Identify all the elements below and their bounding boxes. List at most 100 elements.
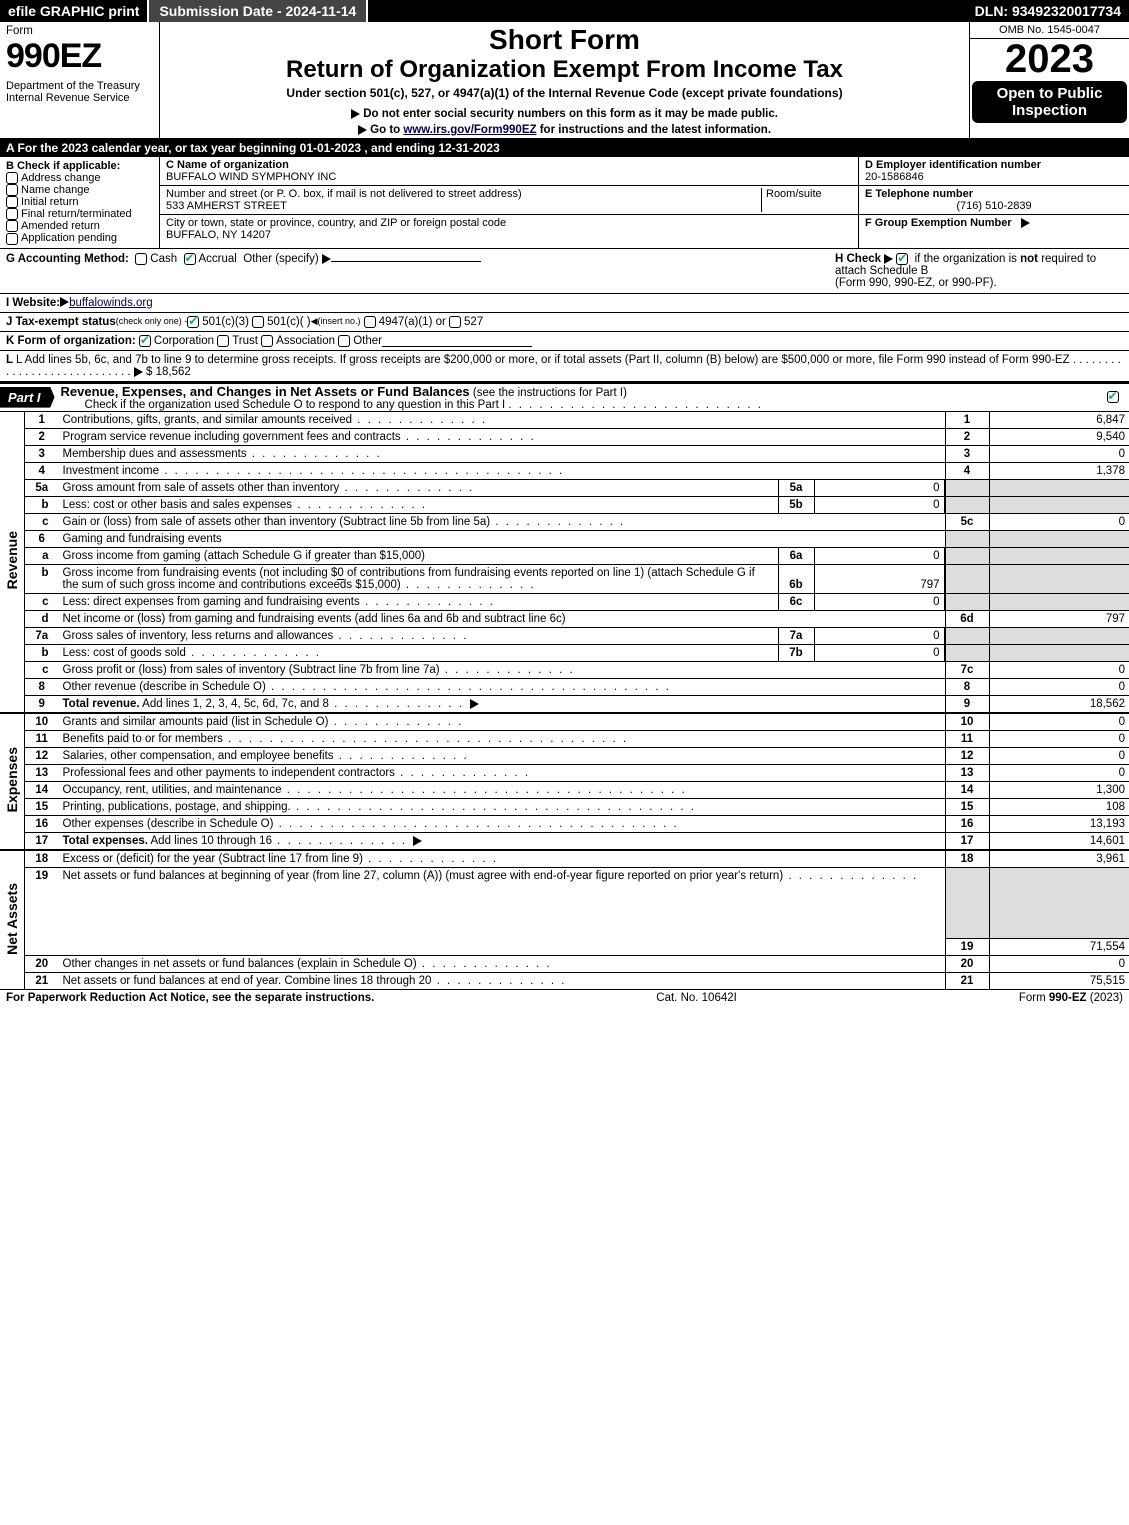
form-word: Form: [6, 25, 153, 37]
checkbox-icon[interactable]: [6, 196, 18, 208]
line-8: 8Other revenue (describe in Schedule O)8…: [0, 678, 1129, 695]
city-val: BUFFALO, NY 14207: [166, 229, 271, 241]
line-7b: b Less: cost of goods sold 7b 0: [0, 644, 1129, 661]
line-7c: cGross profit or (loss) from sales of in…: [0, 661, 1129, 678]
e-label: E Telephone number: [865, 188, 973, 200]
ein: 20-1586846: [865, 171, 924, 183]
row-bcdef: B Check if applicable: Address change Na…: [0, 157, 1129, 249]
line-2: 2Program service revenue including gover…: [0, 428, 1129, 445]
b-application-pending[interactable]: Application pending: [6, 232, 153, 244]
line-6b: b Gross income from fundraising events (…: [0, 564, 1129, 593]
net-assets-side-label: Net Assets: [4, 853, 20, 985]
k-assoc-checkbox[interactable]: [261, 335, 273, 347]
line-21: 21Net assets or fund balances at end of …: [0, 973, 1129, 990]
k-trust: Trust: [232, 335, 258, 347]
line-7a: 7a Gross sales of inventory, less return…: [0, 627, 1129, 644]
form-header: Form 990EZ Department of the Treasury In…: [0, 22, 1129, 139]
row-k: K Form of organization: Corporation Trus…: [0, 332, 1129, 351]
k-corp: Corporation: [154, 335, 214, 347]
room-suite-lbl: Room/suite: [762, 188, 852, 212]
part-1-label: Part I: [0, 387, 55, 408]
line-15: 15Printing, publications, postage, and s…: [0, 798, 1129, 815]
j-527-checkbox[interactable]: [449, 316, 461, 328]
j-527: 527: [464, 316, 483, 328]
j-501c3-checkbox[interactable]: [187, 316, 199, 328]
efile-print[interactable]: efile GRAPHIC print: [0, 0, 147, 22]
section-a: A For the 2023 calendar year, or tax yea…: [0, 139, 1129, 157]
g-accrual-checkbox[interactable]: [184, 253, 196, 265]
j-4947-checkbox[interactable]: [364, 316, 376, 328]
city-lbl: City or town, state or province, country…: [166, 217, 506, 229]
k-assoc: Association: [276, 335, 335, 347]
b-amended-return[interactable]: Amended return: [6, 220, 153, 232]
part1-schedO-checkbox[interactable]: [1107, 391, 1119, 403]
open-to-public-badge: Open to Public Inspection: [972, 81, 1127, 123]
k-trust-checkbox[interactable]: [217, 335, 229, 347]
form-ref: Form 990-EZ (2023): [1019, 992, 1123, 1004]
line-5c: cGain or (loss) from sale of assets othe…: [0, 513, 1129, 530]
line-18: Net Assets 18Excess or (deficit) for the…: [0, 850, 1129, 868]
revenue-side-label: Revenue: [4, 501, 20, 619]
col-def: D Employer identification number 20-1586…: [859, 157, 1129, 248]
cat-no: Cat. No. 10642I: [374, 992, 1019, 1004]
street-val: 533 AMHERST STREET: [166, 200, 287, 212]
triangle-icon: [134, 367, 143, 377]
b-final-return[interactable]: Final return/terminated: [6, 208, 153, 220]
line-19a: 19Net assets or fund balances at beginni…: [0, 867, 1129, 939]
line-10: Expenses 10Grants and similar amounts pa…: [0, 713, 1129, 731]
part-1-header: Part I Revenue, Expenses, and Changes in…: [0, 382, 1129, 412]
under-section: Under section 501(c), 527, or 4947(a)(1)…: [166, 86, 963, 100]
k-other: Other: [353, 335, 382, 347]
f-label: F Group Exemption Number: [865, 217, 1012, 229]
g-cash: Cash: [150, 253, 177, 265]
k-corp-checkbox[interactable]: [139, 335, 151, 347]
submission-date: Submission Date - 2024-11-14: [147, 0, 368, 22]
j-501c-checkbox[interactable]: [252, 316, 264, 328]
j-4947: 4947(a)(1) or: [379, 316, 446, 328]
line-17: 17Total expenses. Add lines 10 through 1…: [0, 832, 1129, 850]
line-9: 9Total revenue. Add lines 1, 2, 3, 4, 5c…: [0, 695, 1129, 713]
triangle-icon: [351, 109, 360, 119]
l-value: $ 18,562: [146, 366, 191, 378]
col-b-checkboxes: B Check if applicable: Address change Na…: [0, 157, 160, 248]
line-5a: 5a Gross amount from sale of assets othe…: [0, 479, 1129, 496]
j-501c3: 501(c)(3): [202, 316, 249, 328]
b-address-change[interactable]: Address change: [6, 172, 153, 184]
g-cash-checkbox[interactable]: [135, 253, 147, 265]
checkbox-icon[interactable]: [6, 172, 18, 184]
checkbox-icon[interactable]: [6, 220, 18, 232]
i-label: I Website:: [6, 297, 60, 309]
checkbox-icon[interactable]: [6, 208, 18, 220]
line-6d: dNet income or (loss) from gaming and fu…: [0, 610, 1129, 627]
row-l: L L Add lines 5b, 6c, and 7b to line 9 t…: [0, 351, 1129, 382]
b-initial-return[interactable]: Initial return: [6, 196, 153, 208]
d-label: D Employer identification number: [865, 159, 1041, 171]
g-other: Other (specify): [243, 253, 318, 265]
g-accrual: Accrual: [199, 253, 237, 265]
c-name-lbl: C Name of organization: [166, 159, 289, 171]
line-12: 12Salaries, other compensation, and empl…: [0, 747, 1129, 764]
line-6c: c Less: direct expenses from gaming and …: [0, 593, 1129, 610]
return-title: Return of Organization Exempt From Incom…: [166, 56, 963, 84]
j-insert-no: (insert no.): [317, 316, 360, 328]
warning-ssn: Do not enter social security numbers on …: [166, 108, 963, 120]
part-1-check-line: Check if the organization used Schedule …: [55, 399, 506, 411]
street-lbl: Number and street (or P. O. box, if mail…: [166, 188, 522, 200]
h-checkbox[interactable]: [896, 253, 908, 265]
irs-link[interactable]: www.irs.gov/Form990EZ: [403, 124, 536, 136]
checkbox-icon[interactable]: [6, 184, 18, 196]
triangle-icon: [60, 297, 69, 307]
k-other-input[interactable]: [382, 335, 532, 347]
row-gh: G Accounting Method: Cash Accrual Other …: [0, 249, 1129, 294]
k-other-checkbox[interactable]: [338, 335, 350, 347]
website-link[interactable]: buffalowinds.org: [69, 297, 153, 309]
row-j: J Tax-exempt status (check only one) - 5…: [0, 313, 1129, 332]
checkbox-icon[interactable]: [6, 233, 18, 245]
line-13: 13Professional fees and other payments t…: [0, 764, 1129, 781]
g-other-input[interactable]: [331, 261, 481, 262]
tax-year: 2023: [970, 39, 1129, 79]
l-text: L Add lines 5b, 6c, and 7b to line 9 to …: [16, 354, 1070, 366]
b-name-change[interactable]: Name change: [6, 184, 153, 196]
expenses-side-label: Expenses: [4, 717, 20, 842]
paperwork-notice: For Paperwork Reduction Act Notice, see …: [6, 992, 374, 1004]
